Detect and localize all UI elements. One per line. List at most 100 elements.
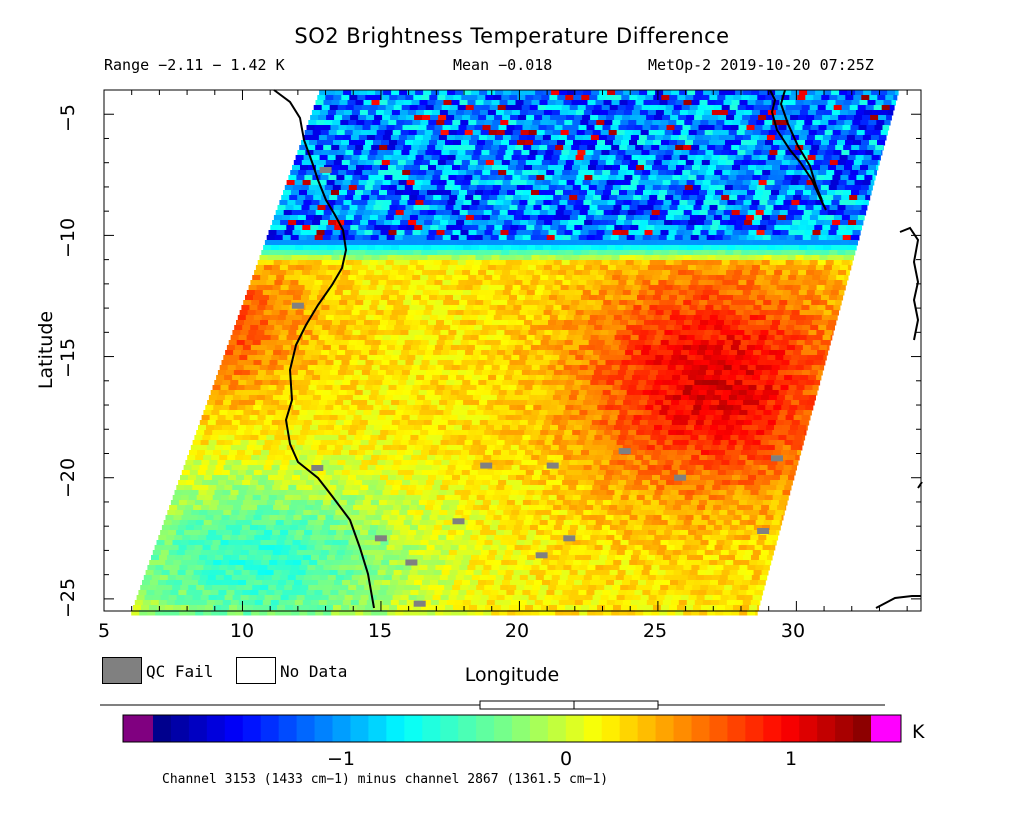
field-cell — [743, 155, 753, 161]
field-cell — [801, 105, 811, 111]
field-cell — [326, 115, 335, 121]
field-cell — [517, 295, 526, 301]
field-cell — [628, 340, 638, 346]
field-cell — [380, 340, 390, 346]
field-cell — [599, 355, 608, 361]
field-cell — [305, 305, 314, 311]
field-cell — [660, 340, 670, 346]
field-cell — [790, 270, 799, 276]
field-cell — [427, 145, 436, 151]
field-cell — [687, 400, 696, 406]
field-cell — [239, 420, 249, 426]
field-cell — [770, 325, 779, 331]
field-cell — [420, 230, 429, 236]
field-cell — [641, 350, 650, 356]
field-cell — [330, 235, 340, 241]
field-cell — [876, 120, 885, 126]
field-cell — [750, 335, 760, 341]
field-cell — [594, 170, 603, 176]
field-cell — [337, 415, 347, 421]
field-cell — [709, 315, 719, 321]
field-cell — [801, 415, 811, 421]
field-cell — [369, 105, 379, 111]
field-cell — [346, 325, 355, 331]
field-cell — [829, 140, 838, 146]
field-cell — [565, 315, 575, 321]
field-cell — [333, 140, 342, 146]
field-cell — [751, 355, 760, 361]
field-cell — [463, 155, 473, 161]
field-cell — [435, 365, 445, 371]
field-cell — [743, 355, 752, 361]
field-cell — [421, 95, 430, 101]
field-cell — [561, 150, 570, 156]
field-cell — [312, 240, 322, 246]
field-cell — [315, 210, 325, 216]
field-cell — [588, 230, 597, 236]
field-cell — [659, 300, 668, 306]
field-cell — [726, 270, 735, 276]
field-cell — [340, 385, 349, 391]
field-cell — [541, 295, 550, 301]
field-cell — [639, 265, 649, 271]
field-cell — [284, 320, 293, 326]
field-cell — [362, 170, 371, 176]
field-cell — [339, 410, 348, 416]
field-cell — [764, 120, 773, 126]
field-cell — [591, 245, 600, 251]
field-cell — [475, 410, 484, 416]
field-cell — [531, 145, 540, 151]
field-cell — [427, 100, 436, 106]
field-cell — [472, 240, 482, 246]
field-cell — [532, 385, 541, 391]
field-cell — [313, 195, 322, 201]
field-cell — [415, 355, 424, 361]
field-cell — [828, 230, 837, 236]
field-cell — [717, 295, 726, 301]
field-cell — [821, 315, 831, 321]
field-cell — [574, 135, 584, 141]
field-cell — [688, 330, 697, 336]
field-cell — [755, 365, 765, 371]
field-cell — [412, 185, 422, 191]
field-cell — [729, 150, 738, 156]
field-cell — [380, 230, 389, 236]
field-cell — [417, 415, 427, 421]
field-cell — [354, 345, 364, 351]
field-cell — [343, 90, 352, 96]
field-cell — [415, 110, 425, 116]
field-cell — [536, 330, 545, 336]
field-cell — [577, 195, 586, 201]
field-cell — [369, 415, 379, 421]
field-cell — [675, 190, 684, 196]
field-cell — [313, 260, 323, 266]
field-cell — [512, 375, 521, 381]
field-cell — [438, 270, 447, 276]
field-cell — [373, 140, 382, 146]
field-cell — [663, 90, 672, 96]
field-cell — [711, 110, 721, 116]
field-cell — [685, 295, 694, 301]
field-cell — [340, 185, 350, 191]
field-cell — [815, 200, 824, 206]
field-cell — [696, 175, 705, 181]
field-cell — [338, 280, 347, 286]
field-cell — [289, 370, 299, 376]
field-cell — [505, 105, 515, 111]
field-cell — [352, 130, 362, 136]
field-cell — [446, 380, 455, 386]
field-cell — [647, 155, 657, 161]
field-cell — [515, 255, 524, 261]
field-cell — [456, 240, 466, 246]
field-cell — [421, 250, 430, 256]
field-cell — [307, 300, 316, 306]
field-cell — [772, 185, 782, 191]
field-cell — [573, 250, 582, 256]
field-cell — [604, 340, 614, 346]
field-cell — [330, 280, 339, 286]
field-cell — [679, 310, 689, 316]
field-cell — [477, 95, 486, 101]
field-cell — [663, 200, 672, 206]
field-cell — [238, 335, 248, 341]
field-cell — [508, 340, 518, 346]
